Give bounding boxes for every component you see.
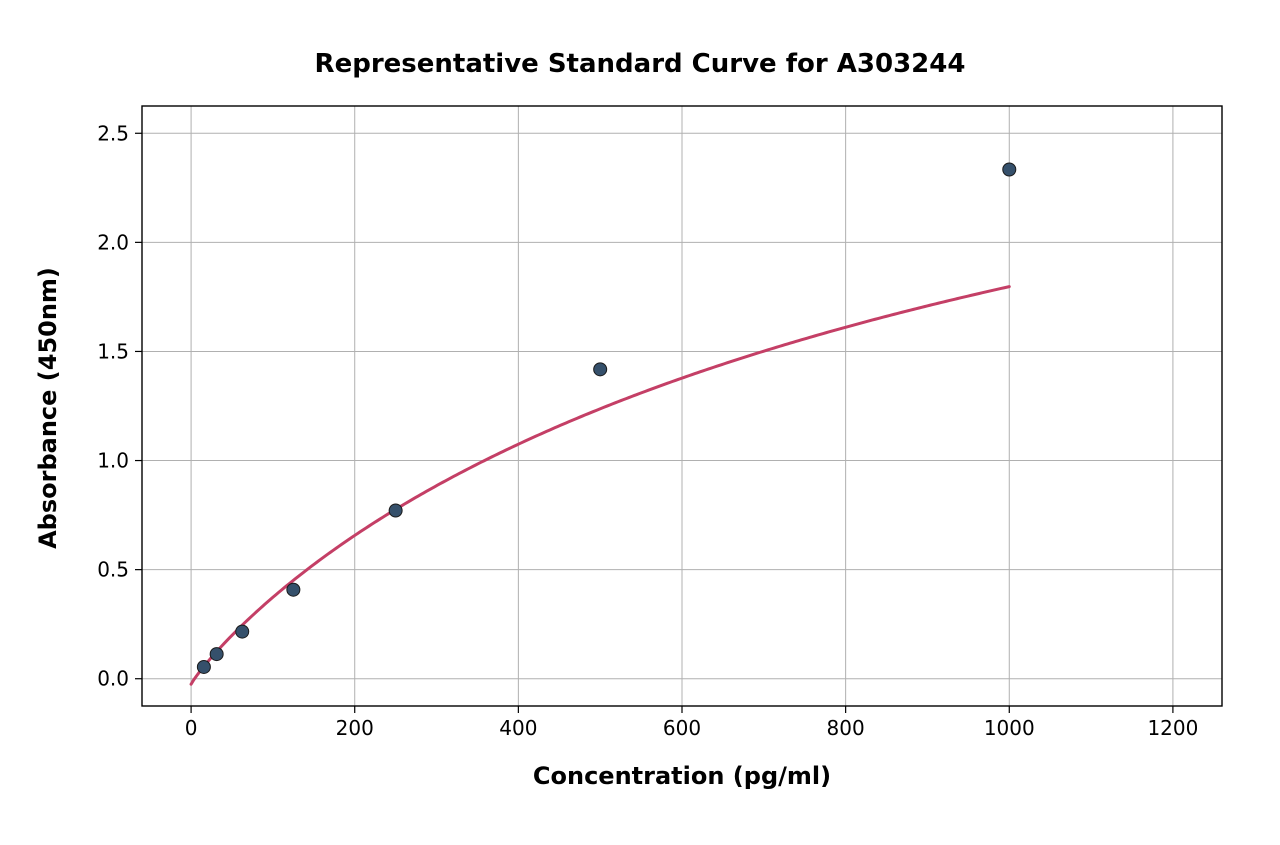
- x-axis-label: Concentration (pg/ml): [142, 762, 1222, 790]
- chart-svg: 0 200 400 600 800 1000 1200 0.0 0.5 1.0 1.5 2.0 2.5: [0, 0, 1280, 845]
- data-point: [594, 363, 607, 376]
- data-point: [1003, 163, 1016, 176]
- figure: 0200400600800100012000.00.51.01.52.02.5 …: [0, 0, 1280, 845]
- x-tick-label: 600: [663, 716, 701, 740]
- y-tick-label: 2.0: [97, 230, 129, 254]
- x-tick-label: 200: [336, 716, 374, 740]
- x-tick-label: 800: [827, 716, 865, 740]
- x-tick-label: 400: [499, 716, 537, 740]
- y-tick-label: 0.0: [97, 667, 129, 691]
- y-tick-label: 0.5: [97, 558, 129, 582]
- data-point: [236, 625, 249, 638]
- chart-title: Representative Standard Curve for A30324…: [0, 49, 1280, 79]
- data-point: [197, 660, 210, 673]
- data-point: [389, 504, 402, 517]
- x-tick-label: 1000: [984, 716, 1035, 740]
- x-tick-label: 0: [185, 716, 198, 740]
- data-point: [287, 583, 300, 596]
- x-tick-label: 1200: [1147, 716, 1198, 740]
- y-tick-label: 1.0: [97, 449, 129, 473]
- data-point: [210, 648, 223, 661]
- y-tick-label: 2.5: [97, 121, 129, 145]
- y-axis-label: Absorbance (450nm): [34, 108, 62, 708]
- y-tick-label: 1.5: [97, 339, 129, 363]
